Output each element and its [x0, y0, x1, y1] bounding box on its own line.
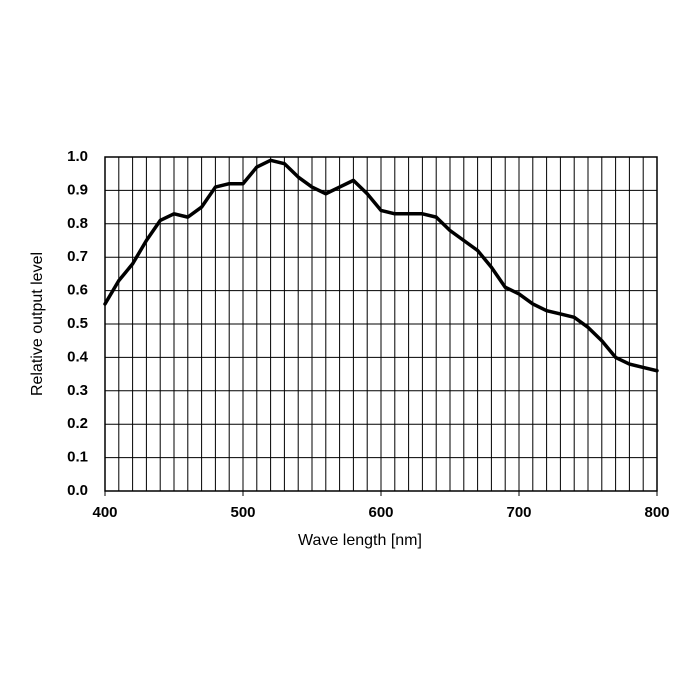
y-tick-label: 0.9 — [67, 181, 88, 198]
x-tick-label: 400 — [92, 504, 117, 521]
y-tick-label: 1.0 — [67, 148, 88, 165]
x-tick-label: 500 — [230, 504, 255, 521]
y-axis-label: Relative output level — [29, 252, 46, 396]
x-tick-label: 700 — [506, 504, 531, 521]
x-tick-label: 800 — [644, 504, 669, 521]
y-tick-label: 0.2 — [67, 415, 88, 432]
y-tick-label: 0.1 — [67, 449, 88, 466]
x-axis-label: Wave length [nm] — [298, 532, 422, 549]
plot-frame — [104, 156, 658, 492]
y-tick-label: 0.3 — [67, 382, 88, 399]
x-tick-label: 600 — [368, 504, 393, 521]
y-tick-label: 0.7 — [67, 248, 88, 265]
data-line — [103, 158, 659, 373]
y-tick-label: 0.0 — [67, 482, 88, 499]
y-tick-label: 0.6 — [67, 282, 88, 299]
y-tick-label: 0.5 — [67, 315, 88, 332]
y-tick-label: 0.8 — [67, 215, 88, 232]
y-tick-label: 0.4 — [67, 348, 89, 365]
